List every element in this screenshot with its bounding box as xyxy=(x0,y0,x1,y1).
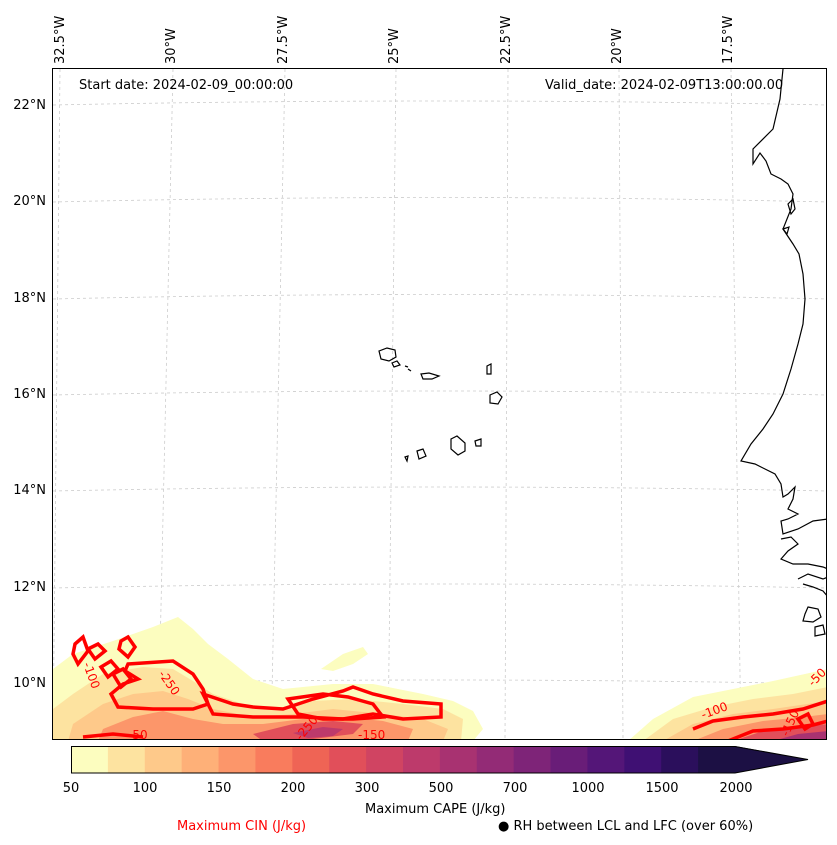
lat-label-10n: 10°N xyxy=(13,676,46,691)
colorbar-segment xyxy=(476,746,515,773)
cb-tick-50: 50 xyxy=(62,781,80,796)
cb-tick-100: 100 xyxy=(132,781,158,796)
cb-tick-500: 500 xyxy=(428,781,454,796)
colorbar-segment xyxy=(292,746,330,773)
colorbar-segment xyxy=(366,746,404,773)
colorbar-segment xyxy=(439,746,478,773)
lon-label-25w: 25°W xyxy=(387,28,402,64)
colorbar-segment xyxy=(255,746,293,773)
cape-verde-islands xyxy=(378,347,503,463)
colorbar-segment xyxy=(181,746,220,773)
lon-label-27-5w: 27.5°W xyxy=(276,15,291,64)
lon-label-32-5w: 32.5°W xyxy=(53,15,68,64)
cb-tick-1500: 1500 xyxy=(645,781,679,796)
colorbar-segment xyxy=(329,746,367,773)
start-date-label: Start date: 2024-02-09_00:00:00 xyxy=(79,78,294,93)
cb-tick-200: 200 xyxy=(280,781,306,796)
lat-label-18n: 18°N xyxy=(13,291,46,306)
colorbar-segment xyxy=(71,746,109,773)
colorbar-segment xyxy=(661,746,699,773)
colorbar-segment xyxy=(144,746,183,773)
africa-coastline xyxy=(740,69,826,637)
colorbar-extend-arrow xyxy=(735,746,808,773)
cin-label-4: -50 xyxy=(128,728,148,740)
cb-tick-2000: 2000 xyxy=(719,781,753,796)
cb-tick-1000: 1000 xyxy=(571,781,605,796)
colorbar-segment xyxy=(698,746,735,773)
colorbar-segment xyxy=(624,746,662,773)
lat-label-22n: 22°N xyxy=(13,98,46,113)
lon-label-22-5w: 22.5°W xyxy=(499,15,514,64)
colorbar-segment xyxy=(107,746,146,773)
lon-label-20w: 20°W xyxy=(610,28,625,64)
map-canvas: -250 -250 -150 -50 -100 -100 -150 -50 xyxy=(53,69,826,740)
cb-tick-150: 150 xyxy=(206,781,232,796)
lon-label-17-5w: 17.5°W xyxy=(721,15,736,64)
colorbar-segment xyxy=(587,746,625,773)
cape-colorbar xyxy=(71,746,809,774)
map-frame: -250 -250 -150 -50 -100 -100 -150 -50 xyxy=(52,68,827,740)
rh-legend-label: ● RH between LCL and LFC (over 60%) xyxy=(498,819,754,834)
lat-label-20n: 20°N xyxy=(13,194,46,209)
cin-label-3: -150 xyxy=(358,728,385,740)
cb-tick-300: 300 xyxy=(354,781,380,796)
lat-label-16n: 16°N xyxy=(13,387,46,402)
colorbar-segment xyxy=(218,746,257,773)
colorbar-outline xyxy=(71,746,809,774)
colorbar-segment xyxy=(403,746,441,773)
colorbar-title: Maximum CAPE (J/kg) xyxy=(365,802,506,817)
lat-label-12n: 12°N xyxy=(13,580,46,595)
lat-label-14n: 14°N xyxy=(13,483,46,498)
cb-tick-700: 700 xyxy=(502,781,528,796)
cape-field-east xyxy=(630,669,826,739)
valid-date-label: Valid_date: 2024-02-09T13:00:00.00 xyxy=(545,78,784,93)
colorbar-segment xyxy=(550,746,589,773)
cin-contours xyxy=(71,633,826,739)
lon-label-30w: 30°W xyxy=(164,28,179,64)
colorbar-segment xyxy=(513,746,552,773)
cin-legend-label: Maximum CIN (J/kg) xyxy=(177,819,307,834)
